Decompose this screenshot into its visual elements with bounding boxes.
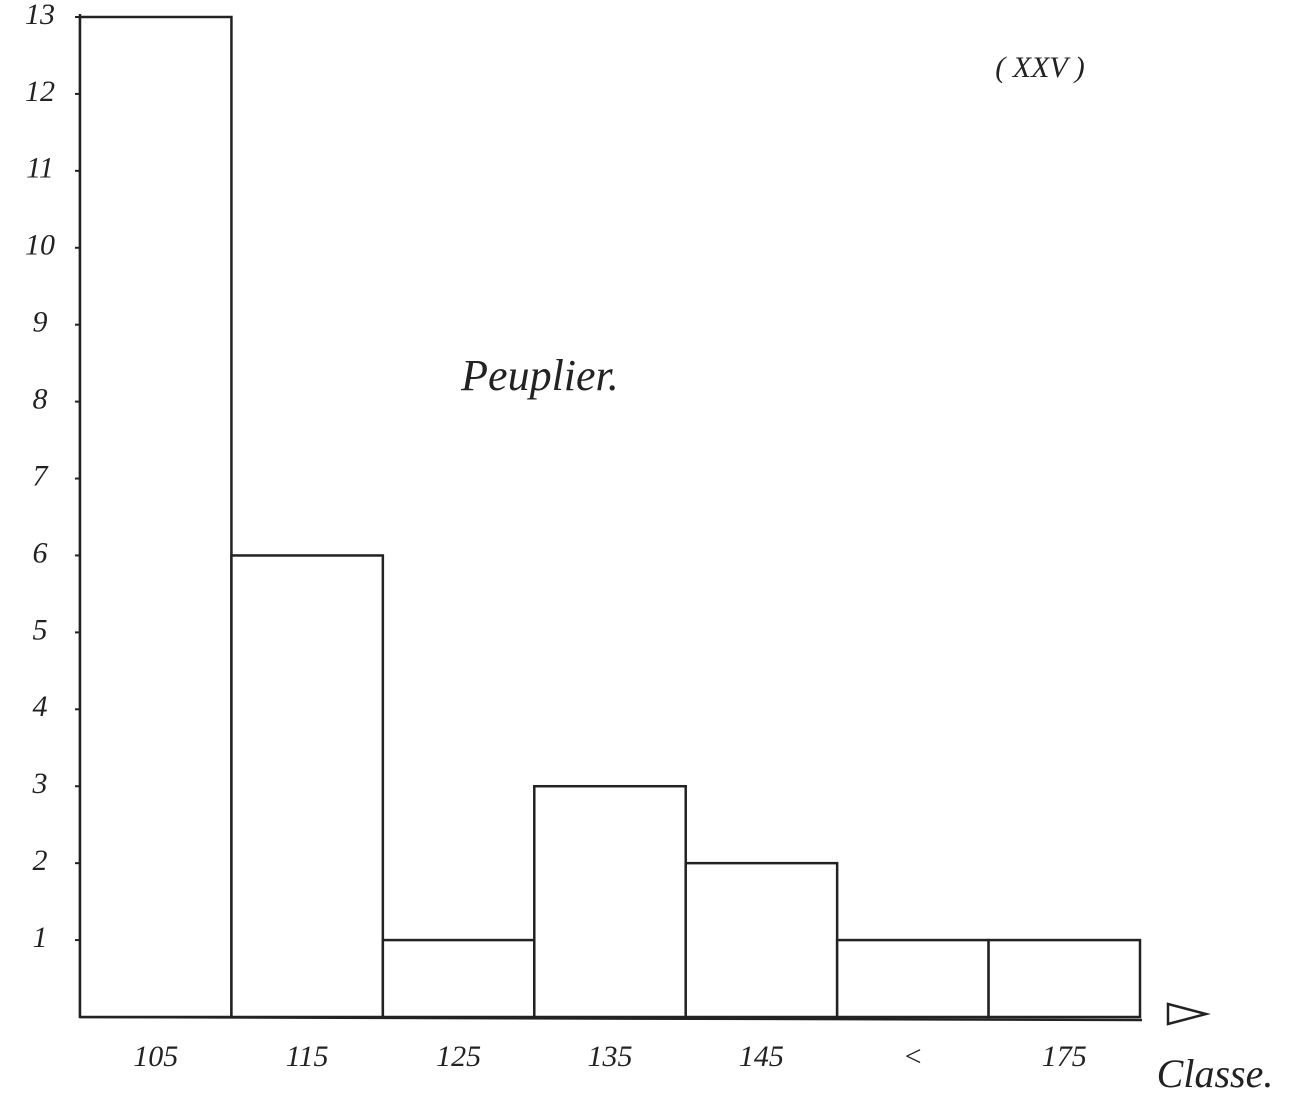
y-tick-label: 4 xyxy=(33,690,48,723)
x-tick-label: 175 xyxy=(1042,1040,1087,1073)
y-tick-label: 5 xyxy=(33,613,48,646)
x-tick-label: 105 xyxy=(133,1040,178,1073)
y-tick-label: 2 xyxy=(33,844,48,877)
bar xyxy=(78,15,233,1019)
axis-arrow xyxy=(1166,1002,1211,1026)
bar xyxy=(987,938,1142,1019)
y-tick-label: 3 xyxy=(32,767,48,800)
y-tick-label: 13 xyxy=(25,0,55,31)
bar xyxy=(835,938,990,1019)
x-tick-label: 125 xyxy=(436,1040,481,1073)
y-tick-label: 9 xyxy=(33,306,48,339)
bar xyxy=(381,938,536,1019)
bar xyxy=(684,861,839,1019)
x-tick-label: 145 xyxy=(739,1040,784,1073)
x-tick-label: 115 xyxy=(286,1040,329,1073)
chart-subtitle: ( XXV ) xyxy=(995,51,1084,84)
x-tick-label: 135 xyxy=(588,1040,633,1073)
y-tick-label: 10 xyxy=(25,229,55,262)
annotation: Peuplier. xyxy=(460,351,619,400)
y-tick-label: 1 xyxy=(33,921,48,954)
x-axis-label: Classe. xyxy=(1157,1051,1274,1096)
y-tick-label: 6 xyxy=(33,536,48,569)
y-tick-label: 8 xyxy=(33,383,48,416)
y-tick-label: 11 xyxy=(26,152,54,185)
bar xyxy=(230,554,385,1019)
y-tick-label: 7 xyxy=(33,459,50,492)
x-tick-label: < xyxy=(903,1040,923,1073)
bar xyxy=(533,784,687,1019)
y-tick-label: 12 xyxy=(25,75,55,108)
